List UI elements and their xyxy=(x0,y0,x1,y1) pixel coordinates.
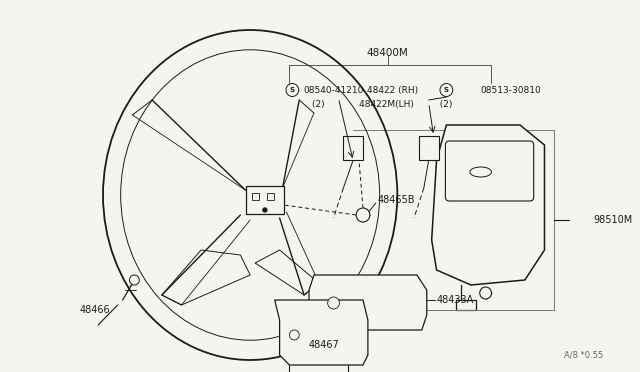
FancyBboxPatch shape xyxy=(445,141,534,201)
Polygon shape xyxy=(275,300,368,365)
Text: S: S xyxy=(444,87,449,93)
Text: 48433A: 48433A xyxy=(436,295,474,305)
FancyBboxPatch shape xyxy=(419,136,438,160)
FancyBboxPatch shape xyxy=(344,136,363,160)
Text: 48465B: 48465B xyxy=(378,195,415,205)
Polygon shape xyxy=(309,275,427,330)
Circle shape xyxy=(328,297,339,309)
Text: 48400M: 48400M xyxy=(367,48,408,58)
Text: 48422 (RH): 48422 (RH) xyxy=(367,86,418,94)
Text: 08513-30810: 08513-30810 xyxy=(481,86,541,94)
Text: S: S xyxy=(290,87,295,93)
Text: 48466: 48466 xyxy=(80,305,111,315)
Circle shape xyxy=(440,83,452,96)
Text: 48467: 48467 xyxy=(308,340,339,350)
Text: 98510M: 98510M xyxy=(593,215,633,225)
Bar xyxy=(267,193,274,200)
Circle shape xyxy=(356,208,370,222)
Bar xyxy=(252,193,259,200)
Circle shape xyxy=(263,208,267,212)
Circle shape xyxy=(129,275,140,285)
Polygon shape xyxy=(431,125,545,285)
Circle shape xyxy=(480,287,492,299)
Bar xyxy=(246,186,284,214)
Circle shape xyxy=(286,83,299,96)
Text: A/8 *0.55: A/8 *0.55 xyxy=(564,350,604,359)
Text: 08540-41210: 08540-41210 xyxy=(303,86,364,94)
Text: (2)            48422M(LH)         (2): (2) 48422M(LH) (2) xyxy=(312,99,452,109)
